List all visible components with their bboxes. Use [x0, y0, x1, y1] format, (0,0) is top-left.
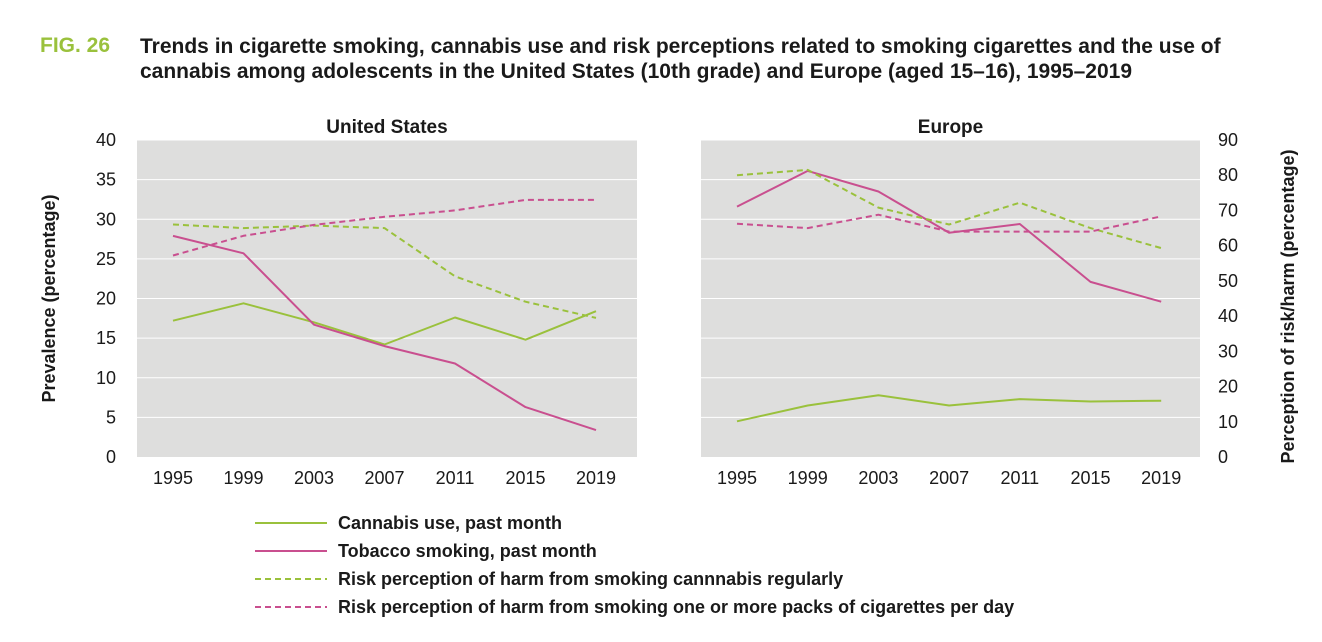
y-tick-label-left: 30 [96, 209, 116, 229]
y-tick-label-right: 10 [1218, 412, 1238, 432]
legend-label: Risk perception of harm from smoking can… [338, 568, 844, 589]
series-line-1 [736, 394, 1162, 423]
series-line-1 [172, 302, 597, 346]
x-tick-label: 2015 [505, 468, 545, 488]
series-line-4 [736, 213, 1162, 233]
y-tick-label-left: 15 [96, 328, 116, 348]
x-tick-label: 1999 [788, 468, 828, 488]
y-tick-label-left: 10 [96, 368, 116, 388]
series-line-2 [172, 234, 597, 432]
y-axis-title-right: Perception of risk/harm (percentage) [1278, 149, 1298, 463]
x-tick-label: 2011 [436, 468, 475, 488]
legend-swatch [255, 522, 327, 524]
series-line-3 [736, 168, 1162, 250]
x-tick-label: 2019 [1141, 468, 1181, 488]
x-tick-label: 2007 [364, 468, 404, 488]
legend-item: Tobacco smoking, past month [255, 537, 1014, 565]
y-tick-label-right: 50 [1218, 271, 1238, 291]
y-tick-label-right: 60 [1218, 236, 1238, 256]
figure-title: Trends in cigarette smoking, cannabis us… [140, 35, 1221, 83]
x-tick-label: 2015 [1070, 468, 1110, 488]
y-tick-label-left: 20 [96, 289, 116, 309]
x-tick-label: 2011 [1000, 468, 1039, 488]
legend-item: Risk perception of harm from smoking one… [255, 593, 1014, 621]
x-tick-label: 2007 [929, 468, 969, 488]
y-tick-label-right: 40 [1218, 306, 1238, 326]
x-tick-label: 1995 [153, 468, 193, 488]
legend-label: Cannabis use, past month [338, 512, 563, 533]
y-tick-label-left: 25 [96, 249, 116, 269]
series-line-4 [172, 198, 596, 257]
legend-item: Cannabis use, past month [255, 509, 1014, 537]
panel-title: United States [326, 117, 447, 138]
x-tick-label: 1995 [717, 468, 757, 488]
y-tick-label-left: 5 [106, 407, 116, 427]
figure-label: FIG. 26 [40, 34, 111, 57]
legend: Cannabis use, past month Tobacco smoking,… [255, 509, 1014, 621]
legend-swatch [255, 578, 327, 580]
legend-swatch [255, 606, 327, 608]
y-tick-label-right: 80 [1218, 165, 1238, 185]
x-tick-label: 2003 [294, 468, 334, 488]
y-tick-label-left: 35 [96, 170, 116, 190]
legend-label: Tobacco smoking, past month [338, 540, 597, 561]
y-axis-title-left: Prevalence (percentage) [39, 194, 59, 402]
legend-item: Risk perception of harm from smoking can… [255, 565, 1014, 593]
y-tick-label-right: 90 [1218, 130, 1238, 150]
legend-swatch [255, 550, 327, 552]
y-tick-label-right: 0 [1218, 447, 1228, 467]
y-tick-label-right: 30 [1218, 341, 1238, 361]
x-tick-label: 1999 [223, 468, 263, 488]
y-tick-label-left: 40 [96, 130, 116, 150]
series-line-3 [172, 223, 597, 319]
legend-label: Risk perception of harm from smoking one… [338, 596, 1015, 617]
y-tick-label-right: 70 [1218, 200, 1238, 220]
panel-title: Europe [918, 117, 983, 138]
y-tick-label-left: 0 [106, 447, 116, 467]
y-tick-label-right: 20 [1218, 377, 1238, 397]
x-tick-label: 2003 [858, 468, 898, 488]
x-tick-label: 2019 [576, 468, 616, 488]
